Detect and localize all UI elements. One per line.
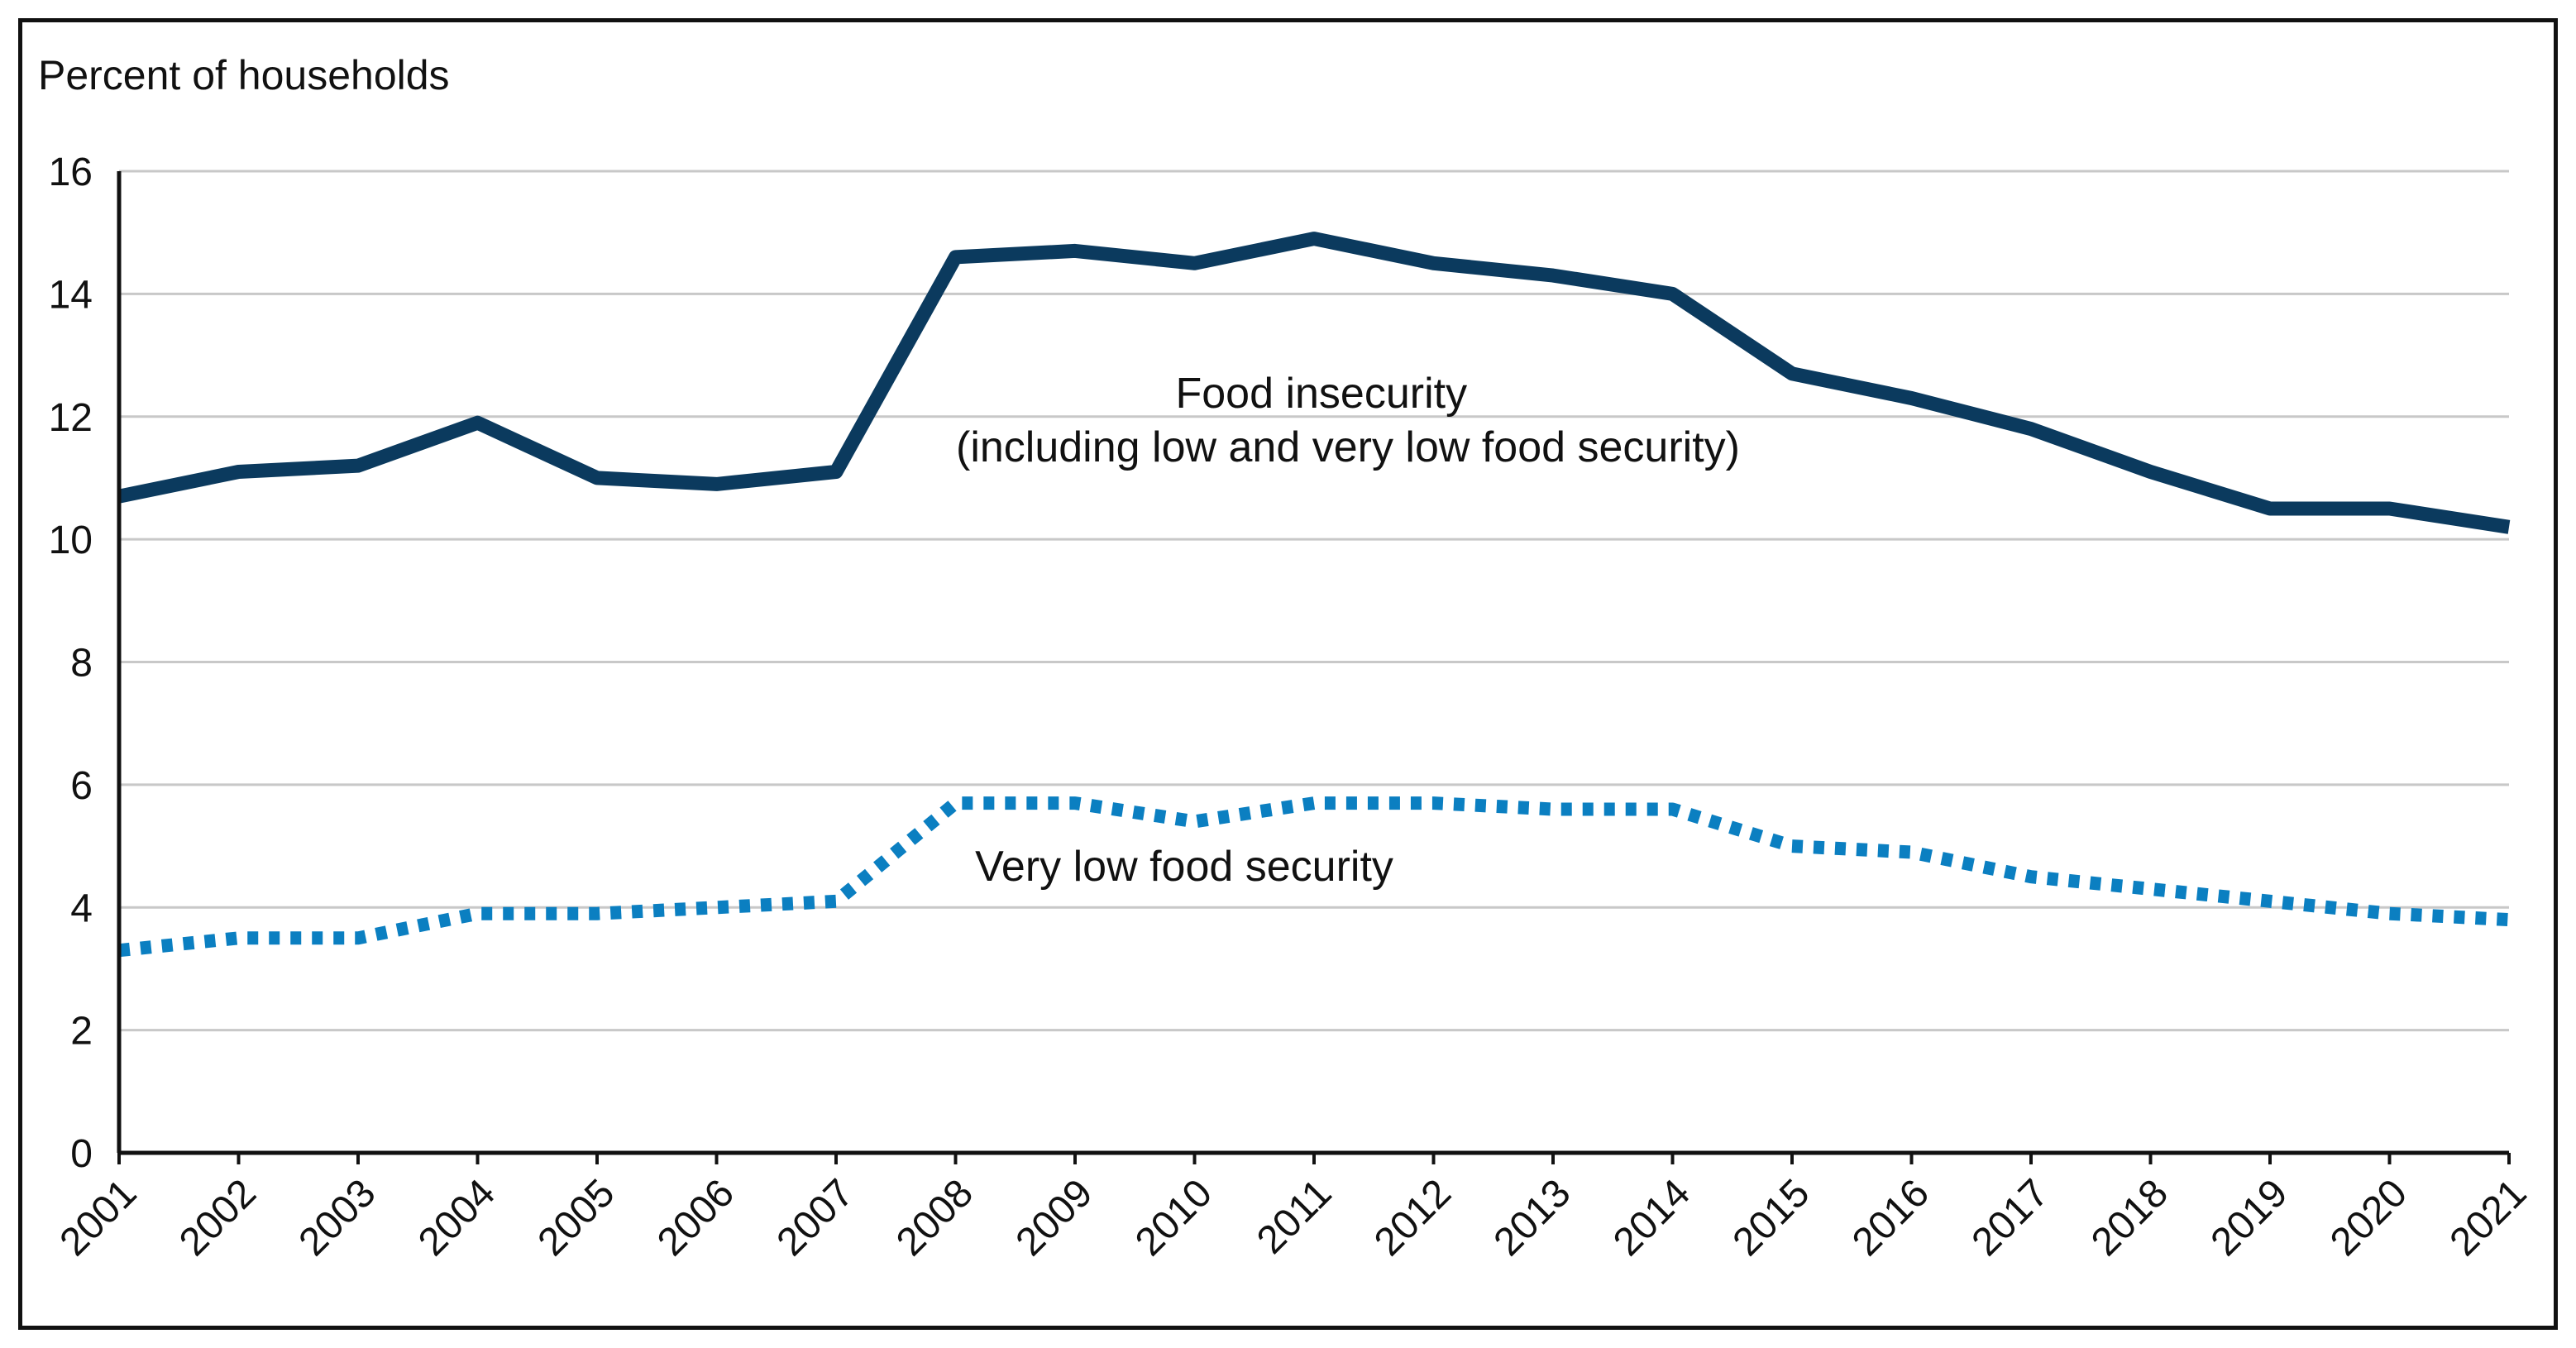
data-point-very-low-food-security-2006 — [710, 900, 724, 915]
data-point-food-insecurity-2007 — [829, 465, 844, 480]
data-point-very-low-food-security-2003 — [351, 930, 366, 945]
data-point-very-low-food-security-2014 — [1666, 802, 1680, 817]
x-tick-label-2019: 2019 — [2203, 1171, 2296, 1264]
x-tick-label-2021: 2021 — [2442, 1171, 2535, 1264]
data-point-very-low-food-security-2002 — [232, 930, 246, 945]
data-point-food-insecurity-2017 — [2024, 422, 2038, 437]
data-point-very-low-food-security-2013 — [1546, 802, 1560, 817]
data-point-food-insecurity-2008 — [949, 250, 963, 265]
series-line-food-insecurity — [117, 232, 2511, 534]
y-tick-label-0: 0 — [70, 1132, 93, 1176]
data-point-food-insecurity-2011 — [1307, 232, 1321, 246]
x-tick-label-2020: 2020 — [2322, 1171, 2416, 1264]
y-axis-title: Percent of households — [38, 52, 450, 98]
data-point-food-insecurity-2006 — [710, 476, 724, 491]
x-tick-label-2009: 2009 — [1008, 1171, 1102, 1264]
data-point-food-insecurity-2002 — [232, 465, 246, 480]
data-point-food-insecurity-2010 — [1188, 256, 1202, 270]
data-point-food-insecurity-2016 — [1905, 390, 1919, 405]
data-point-food-insecurity-2003 — [351, 458, 366, 473]
y-tick-label-2: 2 — [70, 1010, 93, 1054]
x-tick-label-2012: 2012 — [1366, 1171, 1460, 1264]
data-point-food-insecurity-2009 — [1068, 243, 1082, 258]
data-point-very-low-food-security-2019 — [2263, 894, 2277, 909]
data-point-very-low-food-security-2021 — [2502, 912, 2516, 927]
y-tick-label-6: 6 — [70, 764, 93, 808]
gridlines — [119, 170, 2509, 1032]
x-tick-label-2016: 2016 — [1844, 1171, 1938, 1264]
very-low-food-security-label-line-1: Very low food security — [975, 843, 1393, 891]
x-tick-label-2013: 2013 — [1486, 1171, 1580, 1264]
x-tick-label-2011: 2011 — [1249, 1171, 1340, 1262]
very-low-food-security-label: Very low food security — [975, 843, 1393, 891]
food-insecurity-label-line-2: (including low and very low food securit… — [956, 423, 1740, 471]
data-point-very-low-food-security-2009 — [1068, 796, 1082, 810]
food-insecurity-label-line-1: Food insecurity — [1175, 370, 1467, 418]
data-point-very-low-food-security-2020 — [2382, 906, 2397, 921]
x-tick-label-2010: 2010 — [1127, 1171, 1221, 1264]
data-point-food-insecurity-2018 — [2143, 465, 2158, 480]
data-point-very-low-food-security-2012 — [1427, 796, 1441, 810]
y-axis-ticks: 0 2 4 6 8 10 12 14 16 — [49, 151, 93, 1176]
data-point-food-insecurity-2012 — [1427, 256, 1441, 270]
chart-frame — [18, 18, 2558, 1330]
data-point-food-insecurity-2014 — [1666, 286, 1680, 301]
food-insecurity-label: Food insecurity (including low and very … — [956, 370, 1740, 471]
x-tick-label-2008: 2008 — [888, 1171, 982, 1264]
x-tick-label-2018: 2018 — [2083, 1171, 2177, 1264]
x-tick-label-2003: 2003 — [291, 1171, 385, 1264]
y-tick-label-14: 14 — [49, 273, 93, 317]
data-point-food-insecurity-2005 — [590, 471, 605, 485]
data-point-food-insecurity-2019 — [2263, 501, 2277, 516]
x-tick-label-2004: 2004 — [410, 1171, 504, 1264]
data-point-food-insecurity-2013 — [1546, 268, 1560, 283]
data-point-very-low-food-security-2018 — [2143, 882, 2158, 896]
series-lines — [117, 232, 2516, 958]
x-axis-ticks: 2001 2002 2003 2004 2005 2006 2007 2008 2009 2010… — [52, 1153, 2535, 1264]
data-point-very-low-food-security-2008 — [949, 796, 963, 810]
data-point-very-low-food-security-2017 — [2024, 869, 2038, 884]
x-tick-label-2014: 2014 — [1605, 1171, 1699, 1264]
x-tick-label-2007: 2007 — [769, 1171, 863, 1264]
y-tick-label-4: 4 — [70, 887, 93, 930]
y-tick-label-12: 12 — [49, 396, 93, 440]
x-tick-label-2006: 2006 — [649, 1171, 743, 1264]
data-point-very-low-food-security-2005 — [590, 906, 605, 921]
data-point-very-low-food-security-2016 — [1905, 844, 1919, 859]
data-point-food-insecurity-2021 — [2502, 519, 2516, 534]
data-point-very-low-food-security-2010 — [1188, 814, 1202, 829]
data-point-food-insecurity-2015 — [1785, 366, 1799, 381]
data-point-very-low-food-security-2004 — [471, 906, 485, 921]
data-point-very-low-food-security-2015 — [1785, 839, 1799, 853]
y-tick-label-10: 10 — [49, 519, 93, 562]
y-tick-label-8: 8 — [70, 642, 93, 686]
data-point-very-low-food-security-2007 — [829, 894, 844, 909]
data-point-food-insecurity-2004 — [471, 415, 485, 430]
x-tick-label-2001: 2001 — [52, 1171, 146, 1264]
data-point-very-low-food-security-2011 — [1307, 796, 1321, 810]
x-tick-label-2015: 2015 — [1725, 1171, 1818, 1264]
x-tick-label-2002: 2002 — [171, 1171, 265, 1264]
data-point-food-insecurity-2020 — [2382, 501, 2397, 516]
x-tick-label-2005: 2005 — [530, 1171, 624, 1264]
y-tick-label-16: 16 — [49, 151, 93, 194]
x-tick-label-2017: 2017 — [1964, 1171, 2057, 1264]
